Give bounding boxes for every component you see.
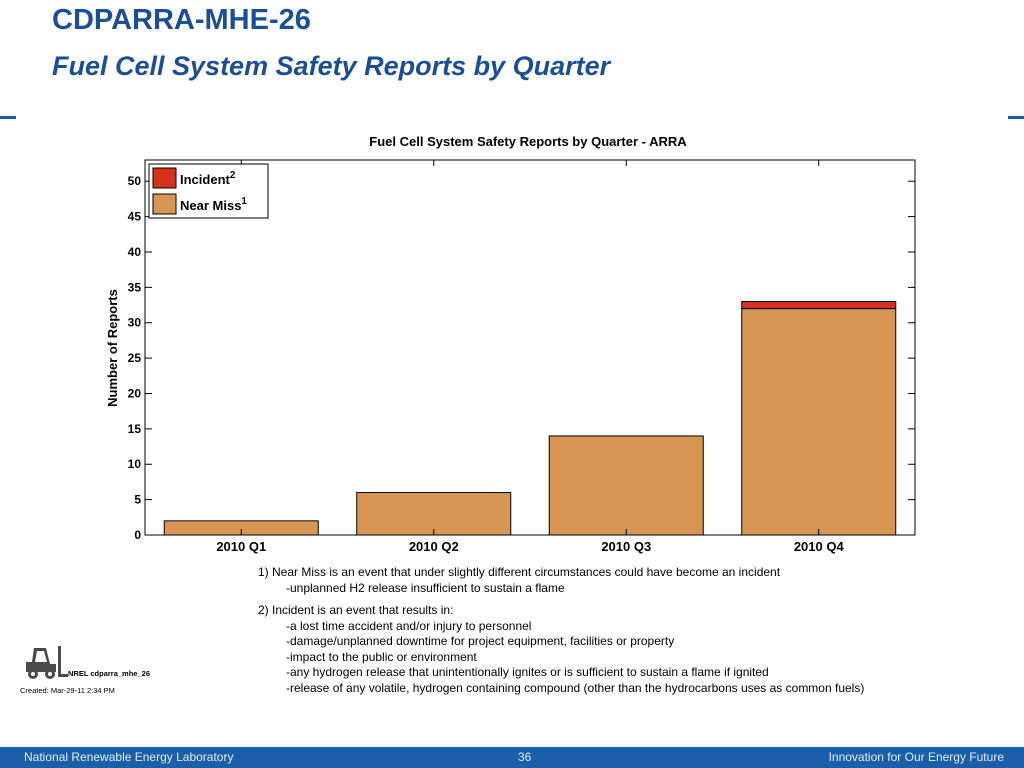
footer-tagline: Innovation for Our Energy Future <box>828 750 1004 764</box>
created-timestamp: Created: Mar-29-11 2:34 PM <box>20 686 115 695</box>
legend-swatch <box>152 167 177 189</box>
footnote-2-item: -any hydrogen release that unintentional… <box>286 665 769 679</box>
right-accent-line <box>1008 116 1024 119</box>
x-tick-label: 2010 Q4 <box>794 539 845 554</box>
chart-title: Fuel Cell System Safety Reports by Quart… <box>369 134 687 149</box>
y-tick-label: 35 <box>128 280 142 294</box>
footnote-2-item: -damage/unplanned downtime for project e… <box>286 634 675 648</box>
y-tick-label: 5 <box>134 493 141 507</box>
y-tick-label: 45 <box>128 210 142 224</box>
footnote-1: 1) Near Miss is an event that under slig… <box>258 565 781 579</box>
y-axis-label: Number of Reports <box>105 289 120 407</box>
footnotes: 1) Near Miss is an event that under slig… <box>258 565 864 696</box>
plot-frame <box>144 159 916 536</box>
footer-organization: National Renewable Energy Laboratory <box>24 750 234 764</box>
footnote-2-item: -a lost time accident and/or injury to p… <box>286 618 532 633</box>
bar-incident <box>741 301 897 310</box>
page-number: 36 <box>518 750 532 764</box>
footnote-1-detail: -unplanned H2 release insufficient to su… <box>286 580 565 595</box>
y-tick-label: 10 <box>128 457 142 471</box>
left-accent-line <box>0 116 16 119</box>
footnote-2: 2) Incident is an event that results in: <box>258 603 454 617</box>
legend-swatch <box>152 193 177 215</box>
bar-near-miss <box>356 492 512 536</box>
footer-bar: National Renewable Energy Laboratory 36 … <box>0 747 1024 768</box>
y-tick-label: 15 <box>128 422 142 436</box>
logo-caption: NREL cdparra_mhe_26 <box>68 669 150 678</box>
y-tick-label: 50 <box>128 174 142 188</box>
y-tick-label: 40 <box>128 245 142 259</box>
footnote-2-item: -impact to the public or environment <box>286 649 477 664</box>
y-tick-label: 0 <box>134 528 141 542</box>
stacked-bar-chart: Fuel Cell System Safety Reports by Quart… <box>105 134 916 554</box>
x-tick-label: 2010 Q1 <box>216 539 266 554</box>
x-tick-label: 2010 Q3 <box>601 539 651 554</box>
forklift-icon <box>20 642 68 682</box>
y-tick-label: 30 <box>128 316 142 330</box>
bar-near-miss <box>741 308 897 536</box>
legend-label: Incident2 <box>180 170 236 187</box>
bar-near-miss <box>548 435 704 536</box>
y-tick-label: 25 <box>128 351 142 365</box>
footnote-2-item: -release of any volatile, hydrogen conta… <box>286 680 865 695</box>
x-tick-label: 2010 Q2 <box>409 539 459 554</box>
legend-label: Near Miss1 <box>180 196 247 213</box>
slide-title: CDPARRA-MHE-26 <box>52 4 311 36</box>
y-tick-label: 20 <box>128 386 142 400</box>
slide-subtitle: Fuel Cell System Safety Reports by Quart… <box>52 51 611 81</box>
